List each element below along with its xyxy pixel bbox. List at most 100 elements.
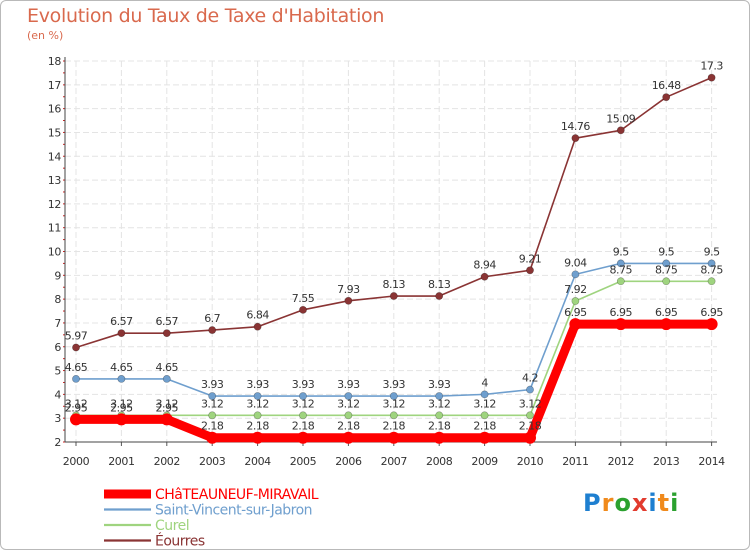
data-point	[253, 392, 262, 400]
data-point	[389, 392, 398, 400]
x-tick-label: 2005	[290, 455, 317, 468]
data-label: 9.5	[704, 245, 720, 258]
y-tick-label: 2	[54, 436, 61, 449]
x-tick-label: 2014	[698, 455, 725, 468]
x-tick-label: 2001	[108, 455, 134, 468]
data-label: 4	[481, 376, 488, 389]
data-label: 3.12	[383, 397, 406, 410]
data-label: 2.18	[337, 420, 360, 433]
data-point	[208, 326, 217, 334]
data-point	[662, 93, 671, 102]
x-tick-label: 2010	[517, 455, 544, 468]
data-label: 2.18	[428, 420, 451, 433]
x-tick-label: 2011	[562, 455, 588, 468]
x-tick-label: 2008	[426, 455, 453, 468]
data-label: 3.12	[337, 397, 360, 410]
data-label: 6.95	[564, 306, 587, 319]
data-label: 4.65	[65, 361, 88, 374]
data-point	[72, 374, 80, 383]
y-tick-label: 6	[54, 341, 61, 354]
y-tick-label: 18	[48, 55, 62, 68]
x-tick-label: 2013	[653, 455, 680, 468]
y-tick-label: 4	[54, 388, 61, 401]
data-point	[208, 411, 217, 420]
y-tick-label: 16	[48, 103, 62, 116]
data-point	[72, 343, 80, 352]
logo-letter: i	[648, 489, 658, 517]
data-point	[208, 392, 217, 400]
chart-title: Evolution du Taux de Taxe d'Habitation	[27, 5, 385, 27]
data-label: 2.95	[156, 401, 179, 414]
data-labels: 2.95 2.95 2.95 2.18 2.18 2.18 2.18 2.18 2.18 2.18…	[65, 60, 724, 433]
data-point	[389, 292, 398, 300]
x-tick-label: 2000	[63, 455, 90, 468]
series-lines	[70, 73, 718, 444]
x-tick-label: 2002	[154, 455, 180, 468]
logo-letter: r	[601, 489, 615, 517]
data-label: 9.21	[519, 252, 542, 265]
data-point	[435, 292, 444, 300]
y-tick-label: 3	[54, 412, 61, 425]
data-point	[253, 411, 262, 420]
data-point	[344, 392, 353, 400]
data-point	[480, 272, 489, 281]
data-point	[162, 329, 171, 338]
proxiti-logo: Proxiti	[583, 489, 679, 517]
y-tick-label: 17	[48, 79, 62, 92]
y-tick-label: 7	[54, 317, 61, 330]
data-label: 2.95	[110, 401, 133, 414]
data-point	[117, 374, 126, 383]
data-label: 3.12	[246, 397, 269, 410]
data-label: 6.95	[655, 306, 678, 319]
data-label: 2.18	[292, 420, 315, 433]
data-label: 14.76	[561, 120, 590, 133]
data-point	[524, 431, 536, 444]
data-point	[299, 411, 307, 420]
data-label: 16.48	[652, 79, 681, 92]
data-point	[115, 413, 128, 426]
x-tick-label: 2006	[335, 455, 362, 468]
chart-subtitle: (en %)	[27, 29, 64, 42]
data-point	[480, 411, 489, 420]
data-point	[526, 411, 534, 420]
logo-letter: o	[614, 489, 632, 517]
data-point	[162, 374, 171, 383]
data-point	[660, 318, 673, 331]
data-label: 4.65	[110, 361, 133, 374]
data-point	[526, 385, 534, 394]
data-label: 3.12	[428, 397, 451, 410]
data-label: 6.84	[246, 309, 269, 322]
logo-letter: i	[670, 489, 680, 517]
data-point	[526, 266, 534, 275]
data-point	[571, 134, 580, 143]
data-point	[251, 431, 264, 444]
data-label: 2.18	[246, 420, 269, 433]
data-label: 3.93	[292, 378, 315, 391]
data-point	[297, 431, 309, 444]
legend: CHâTEAUNEUF-MIRAVAILSaint-Vincent-sur-Ja…	[104, 487, 319, 549]
axes: 2 3 4 5 6 7 8 9 10 11 12 13 14 15 16 17 18 2000 2001 2002 20…	[48, 55, 726, 468]
data-label: 6.57	[156, 315, 179, 328]
data-point	[342, 431, 355, 444]
data-label: 2.18	[519, 420, 542, 433]
data-label: 3.93	[246, 378, 269, 391]
y-tick-label: 14	[48, 150, 62, 163]
data-point	[344, 296, 353, 305]
data-label: 3.93	[428, 378, 451, 391]
y-tick-label: 5	[54, 365, 61, 378]
data-point	[433, 431, 446, 444]
data-point	[117, 329, 126, 338]
data-label: 6.95	[700, 306, 723, 319]
data-label: 7.92	[564, 283, 587, 296]
data-label: 6.95	[610, 306, 633, 319]
data-label: 8.13	[383, 278, 406, 291]
data-point	[387, 431, 400, 444]
data-label: 8.75	[655, 263, 678, 276]
y-tick-label: 11	[48, 222, 61, 235]
data-label: 6.7	[204, 312, 220, 325]
data-point	[299, 305, 307, 314]
data-point	[435, 392, 444, 400]
data-label: 3.12	[156, 397, 179, 410]
